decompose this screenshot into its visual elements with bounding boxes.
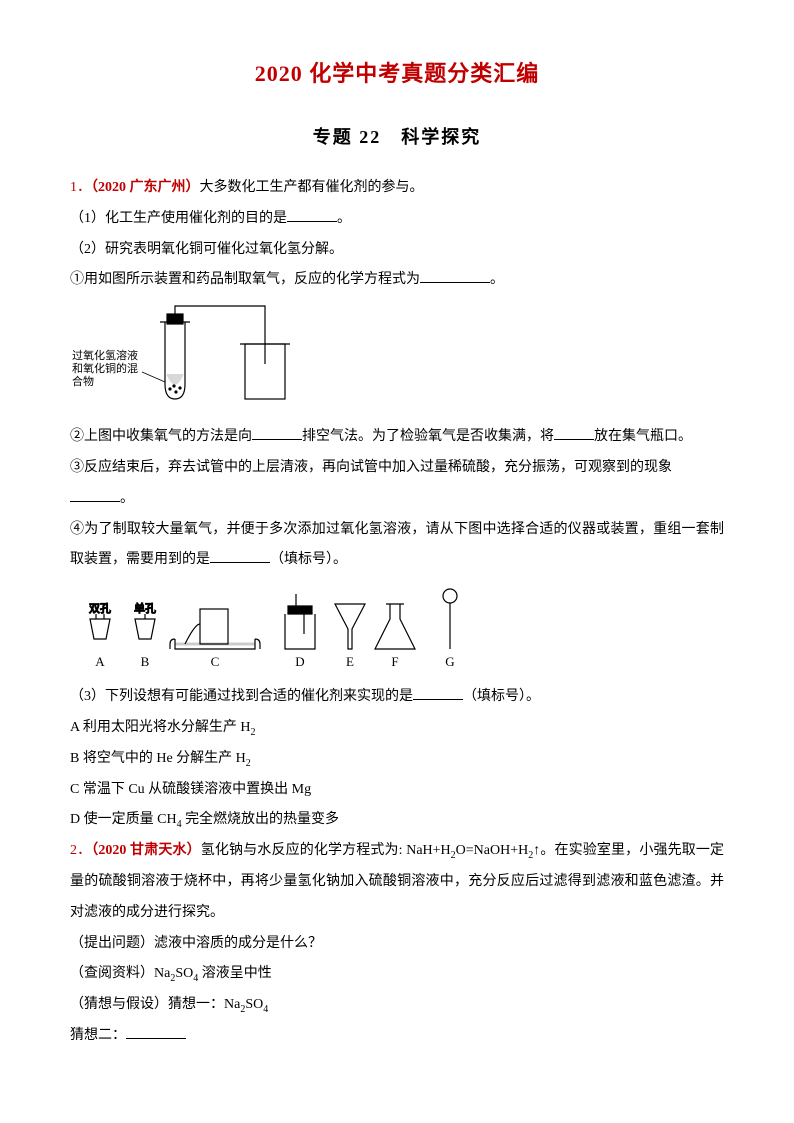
optD-text: D 使一定质量 CH — [70, 812, 177, 827]
q1-p2: （2）研究表明氧化铜可催化过氧化氢分解。 — [70, 235, 724, 266]
q2-ph-a: （猜想与假设）猜想一：Na — [70, 997, 240, 1012]
label-C: C — [211, 654, 220, 669]
q2-pr-c: 溶液呈中性 — [198, 966, 272, 981]
fig1-label-1: 过氧化氢溶液 — [72, 348, 138, 362]
q1-p2a-end: 。 — [490, 272, 504, 287]
q1-stem: 1．（2020 广东广州）大多数化工生产都有催化剂的参与。 — [70, 173, 724, 204]
figure-2: 双孔 单孔 A B C D E F G — [70, 584, 724, 674]
q1-optD: D 使一定质量 CH4 完全燃烧放出的热量变多 — [70, 805, 724, 836]
q2-stem-a: 氢化钠与水反应的化学方程式为: NaH+H — [201, 843, 451, 858]
fig1-label-2: 和氧化铜的混 — [72, 361, 138, 375]
q1-p3-text: （3）下列设想有可能通过找到合适的催化剂来实现的是 — [70, 689, 413, 704]
sk-label: 单孔 — [134, 602, 156, 615]
label-F: F — [391, 654, 398, 669]
q2-num: 2． — [70, 843, 91, 858]
optA-text: A 利用太阳光将水分解生产 H — [70, 720, 250, 735]
q1-p2a-text: ①用如图所示装置和药品制取氧气，反应的化学方程式为 — [70, 272, 420, 287]
main-title: 2020 化学中考真题分类汇编 — [70, 50, 724, 98]
blank — [70, 487, 120, 502]
q2-stem: 2．（2020 甘肃天水）氢化钠与水反应的化学方程式为: NaH+H2O=NaO… — [70, 836, 724, 928]
q2-source: （2020 甘肃天水） — [91, 843, 200, 858]
q1-p2a: ①用如图所示装置和药品制取氧气，反应的化学方程式为 。 — [70, 265, 724, 296]
q1-optA: A 利用太阳光将水分解生产 H2 — [70, 713, 724, 744]
q2-g2: 猜想二： — [70, 1021, 724, 1052]
q2-ph-b: SO — [245, 997, 263, 1012]
q1-p2b-b: 排空气法。为了检验氧气是否收集满，将 — [302, 429, 554, 444]
q1-p3-end: （填标号）。 — [463, 689, 540, 704]
q1-p3: （3）下列设想有可能通过找到合适的催化剂来实现的是 （填标号）。 — [70, 682, 724, 713]
q1-p2d: ④为了制取较大量氧气，并便于多次添加过氧化氢溶液，请从下图中选择合适的仪器或装置… — [70, 515, 724, 577]
q1-p2b-c: 放在集气瓶口。 — [594, 429, 692, 444]
q1-optB: B 将空气中的 He 分解生产 H2 — [70, 744, 724, 775]
q1-p2d-b: （填标号）。 — [270, 552, 347, 567]
optD-text2: 完全燃烧放出的热量变多 — [182, 812, 340, 827]
blank — [413, 685, 463, 700]
q1-p1-end: 。 — [337, 211, 351, 226]
q1-p2b-a: ②上图中收集氧气的方法是向 — [70, 429, 252, 444]
q1-p2d-a: ④为了制取较大量氧气，并便于多次添加过氧化氢溶液，请从下图中选择合适的仪器或装置… — [70, 522, 724, 568]
q2-pr-a: （查阅资料）Na — [70, 966, 170, 981]
q1-stem-text: 大多数化工生产都有催化剂的参与。 — [200, 180, 424, 195]
q1-optC: C 常温下 Cu 从硫酸镁溶液中置换出 Mg — [70, 775, 724, 806]
sub: 4 — [263, 1004, 268, 1015]
q1-p2b: ②上图中收集氧气的方法是向 排空气法。为了检验氧气是否收集满，将 放在集气瓶口。 — [70, 422, 724, 453]
blank — [210, 548, 270, 563]
q2-pr-b: SO — [175, 966, 193, 981]
dk-label: 双孔 — [89, 602, 111, 615]
optB-text: B 将空气中的 He 分解生产 H — [70, 751, 246, 766]
blank — [554, 425, 594, 440]
label-G: G — [445, 654, 454, 669]
label-A: A — [95, 654, 105, 669]
q2-pq: （提出问题）滤液中溶质的成分是什么？ — [70, 929, 724, 960]
figure-1: 过氧化氢溶液 和氧化铜的混 合物 — [70, 304, 724, 414]
sub: 2 — [246, 758, 251, 769]
q2-g2-text: 猜想二： — [70, 1028, 126, 1043]
blank — [420, 268, 490, 283]
q1-p2c-end: 。 — [120, 491, 134, 506]
blank — [126, 1024, 186, 1039]
q2-ph: （猜想与假设）猜想一：Na2SO4 — [70, 990, 724, 1021]
label-E: E — [346, 654, 354, 669]
q1-num: 1． — [70, 180, 91, 195]
label-D: D — [295, 654, 304, 669]
q1-p2c-blank: 。 — [70, 484, 724, 515]
blank — [287, 207, 337, 222]
label-B: B — [141, 654, 150, 669]
q1-p1-text: （1）化工生产使用催化剂的目的是 — [70, 211, 287, 226]
blank — [252, 425, 302, 440]
q2-pr: （查阅资料）Na2SO4 溶液呈中性 — [70, 959, 724, 990]
q1-p1: （1）化工生产使用催化剂的目的是 。 — [70, 204, 724, 235]
sub-title: 专题 22 科学探究 — [70, 118, 724, 158]
q2-stem-b: O=NaOH+H — [456, 843, 529, 858]
fig1-label-3: 合物 — [72, 374, 94, 388]
q1-p2c: ③反应结束后，弃去试管中的上层清液，再向试管中加入过量稀硫酸，充分振荡，可观察到… — [70, 453, 724, 484]
sub: 2 — [250, 727, 255, 738]
q1-source: （2020 广东广州） — [91, 180, 200, 195]
